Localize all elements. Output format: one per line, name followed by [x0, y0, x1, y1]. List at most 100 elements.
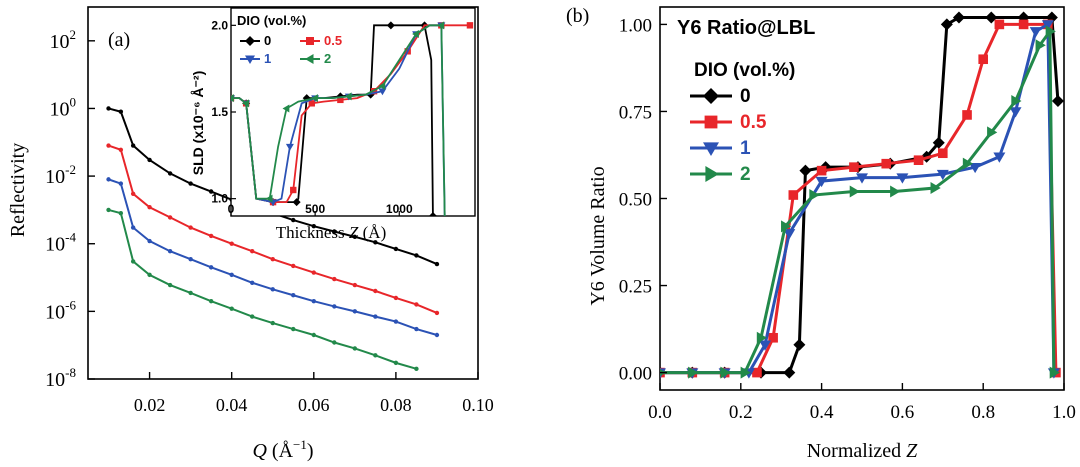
panel-a-inset: 0 500 1000 1.0 1.5 2.0 DIO (vol.%) 0 0.5 1 2 SLD… — [190, 7, 476, 242]
panel-b-legend-label: 2 — [740, 164, 751, 185]
panel-a-data-point — [167, 249, 173, 254]
panel-a-data-point — [167, 215, 173, 220]
panel-a-y-tick-label: 102 — [50, 27, 77, 53]
panel-b-data-point — [849, 185, 860, 198]
panel-b-data-point — [952, 11, 965, 24]
panel-a-data-point — [118, 147, 124, 152]
panel-a-x-tick-label: 0.10 — [462, 395, 494, 415]
panel-b-y-tick-label: 0.50 — [619, 190, 652, 211]
panel-b-data-point — [793, 338, 806, 351]
panel-a-data-point — [291, 326, 296, 332]
panel-a-data-point — [311, 270, 316, 275]
panel-a-data-point — [188, 181, 193, 186]
panel-a-data-point — [311, 223, 316, 229]
panel-a-x-axis-label: Q (Å−1) — [252, 437, 313, 462]
inset-legend-label: 0 — [264, 33, 271, 48]
panel-b-label: (b) — [566, 5, 589, 27]
panel-a-data-point — [352, 282, 358, 288]
inset-data-point — [437, 21, 445, 30]
panel-b-data-point — [881, 158, 892, 169]
panel-a-data-point — [352, 309, 358, 314]
panel-a-y-tick-label: 10-4 — [45, 230, 76, 256]
panel-b-y-tick-label: 0.75 — [619, 102, 652, 123]
panel-b-data-point — [752, 367, 762, 378]
inset-data-point — [412, 30, 419, 38]
panel-a-data-point — [188, 225, 193, 230]
panel-a-y-axis-label: Reflectivity — [7, 143, 29, 237]
panel-a-data-point — [250, 280, 255, 285]
panel-a-data-point — [434, 310, 440, 316]
panel-a-y-tick-label: 100 — [50, 94, 77, 120]
inset-y-tick-label: 1.0 — [211, 192, 228, 206]
panel-b-data-point — [788, 190, 799, 200]
panel-b-legend-label: 0 — [740, 86, 751, 107]
panel-a-x-tick-label: 0.08 — [380, 395, 412, 415]
panel-b-data-point — [781, 220, 792, 233]
panel-b-legend-marker — [705, 166, 719, 182]
panel-b: 0.0 0.2 0.4 0.6 0.8 1.00.000.250.500.751.00 (… — [566, 5, 1076, 462]
panel-a-data-point — [229, 272, 234, 278]
panel-b-data-point — [987, 126, 998, 139]
panel-a-data-point — [208, 189, 214, 194]
panel-a-series-line — [108, 178, 438, 336]
panel-b-x-tick-label: 0.8 — [971, 402, 995, 423]
panel-a-data-point — [332, 229, 337, 234]
inset-data-point — [285, 143, 294, 151]
panel-a-data-point — [393, 295, 399, 301]
panel-a-data-point — [208, 265, 214, 270]
panel-b-legend-label: 0.5 — [740, 112, 767, 133]
inset-data-point — [428, 212, 437, 216]
panel-a-data-point — [414, 366, 419, 372]
panel-b-data-point — [1051, 95, 1064, 108]
inset-data-point — [344, 92, 352, 101]
panel-b-x-axis-var: Z — [906, 440, 918, 462]
panel-b-data-point — [1041, 20, 1054, 31]
inset-legend-label: 1 — [264, 51, 271, 66]
inset-data-point — [282, 104, 290, 113]
panel-a-data-point — [147, 205, 152, 210]
panel-a-data-point — [270, 320, 275, 326]
panel-a-y-tick-label: 10-6 — [45, 297, 76, 323]
panel-a-data-point — [414, 326, 419, 332]
inset-x-axis-main: Thickness — [276, 223, 349, 242]
panel-a-series-line — [108, 144, 438, 314]
panel-b-data-point — [720, 366, 731, 379]
panel-b-data-point — [815, 176, 828, 188]
panel-b-y-tick-label: 0.25 — [619, 277, 652, 298]
panel-b-data-point — [783, 366, 796, 379]
panel-a-data-point — [118, 210, 124, 216]
panel-a-data-point — [434, 261, 440, 267]
inset-x-tick-label: 500 — [305, 202, 325, 216]
panel-a-data-point — [332, 276, 337, 282]
panel-a-plot-frame — [87, 6, 479, 380]
inset-legend-label: 0.5 — [324, 33, 342, 48]
panel-b-data-point — [1009, 107, 1022, 118]
panel-b-x-axis-label: Normalized Z — [807, 440, 918, 462]
inset-data-point — [378, 82, 386, 90]
inset-y-axis-label: SLD (x10⁻⁶ Å⁻²) — [190, 71, 206, 175]
panel-b-data-point — [1029, 27, 1042, 38]
panel-a-y-tick-label: 10-2 — [45, 162, 76, 188]
panel-a-data-point — [147, 238, 152, 244]
panel-b-data-point — [969, 162, 982, 174]
panel-a-x-axis-sup: −1 — [293, 437, 307, 452]
inset-data-point — [290, 186, 297, 194]
panel-a-data-point — [291, 293, 296, 298]
panel-a-data-point — [332, 304, 337, 309]
panel-a-data-point — [130, 143, 136, 148]
panel-b-legend-marker — [703, 88, 719, 104]
panel-b-data-point — [938, 148, 948, 159]
panel-a-data-point — [373, 288, 378, 294]
panel-b-data-point — [759, 340, 772, 351]
panel-a-data-point — [208, 298, 214, 304]
panel-a-data-point — [229, 241, 234, 246]
inset-x-tick-label: 1000 — [386, 202, 413, 216]
panel-b-data-point — [940, 18, 953, 31]
panel-a-x-tick-label: 0.04 — [216, 395, 248, 415]
panel-b-data-point — [768, 332, 778, 343]
panel-b-y-axis-label: Y6 Volume Ratio — [587, 166, 609, 305]
inset-data-point — [378, 88, 387, 96]
panel-b-legend-title: DIO (vol.%) — [694, 60, 795, 81]
panel-b-data-point — [913, 155, 924, 165]
panel-b-data-point — [962, 157, 974, 170]
